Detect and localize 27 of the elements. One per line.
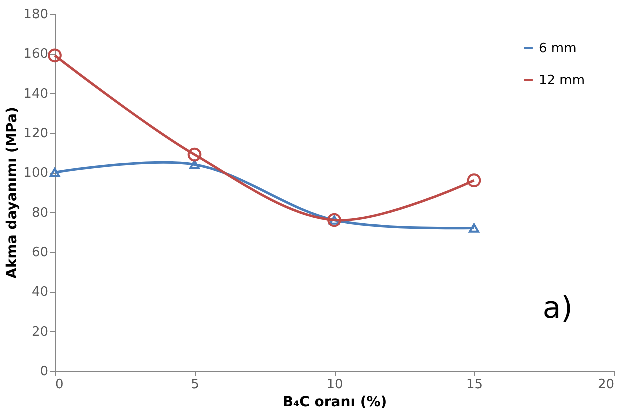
y-tick-label: 60 [32,246,48,260]
point [50,168,60,178]
x-tick-label: 5 [191,378,200,392]
annotation: a) [542,291,573,326]
y-tick-label: 20 [32,324,48,340]
point [467,174,482,188]
y-tick-label: 120 [24,126,48,142]
y-tick-label: 80 [32,206,48,221]
point [469,224,480,233]
y-tick-label: 100 [24,166,48,182]
x-axis-title: B₄C oranı (%) [282,394,388,410]
y-axis-title: Akma dayanımı (MPa) [4,107,21,279]
x-tick-label: 15 [466,378,484,392]
x-tick-label: 10 [326,378,344,392]
x-tick-label: 0 [56,378,64,392]
y-tick-label: 140 [24,86,48,102]
point [190,160,200,170]
x-tick-label: 20 [598,378,614,392]
y-tick-label: 180 [24,8,48,22]
y-tick-label: 40 [32,285,48,300]
legend-label: 6 mm [539,42,577,56]
legend-label: 12 mm [539,74,586,88]
point [48,48,62,63]
y-tick-label: 160 [24,47,48,62]
point [188,148,202,162]
y-tick-label: 0 [40,364,48,380]
point [328,213,342,228]
